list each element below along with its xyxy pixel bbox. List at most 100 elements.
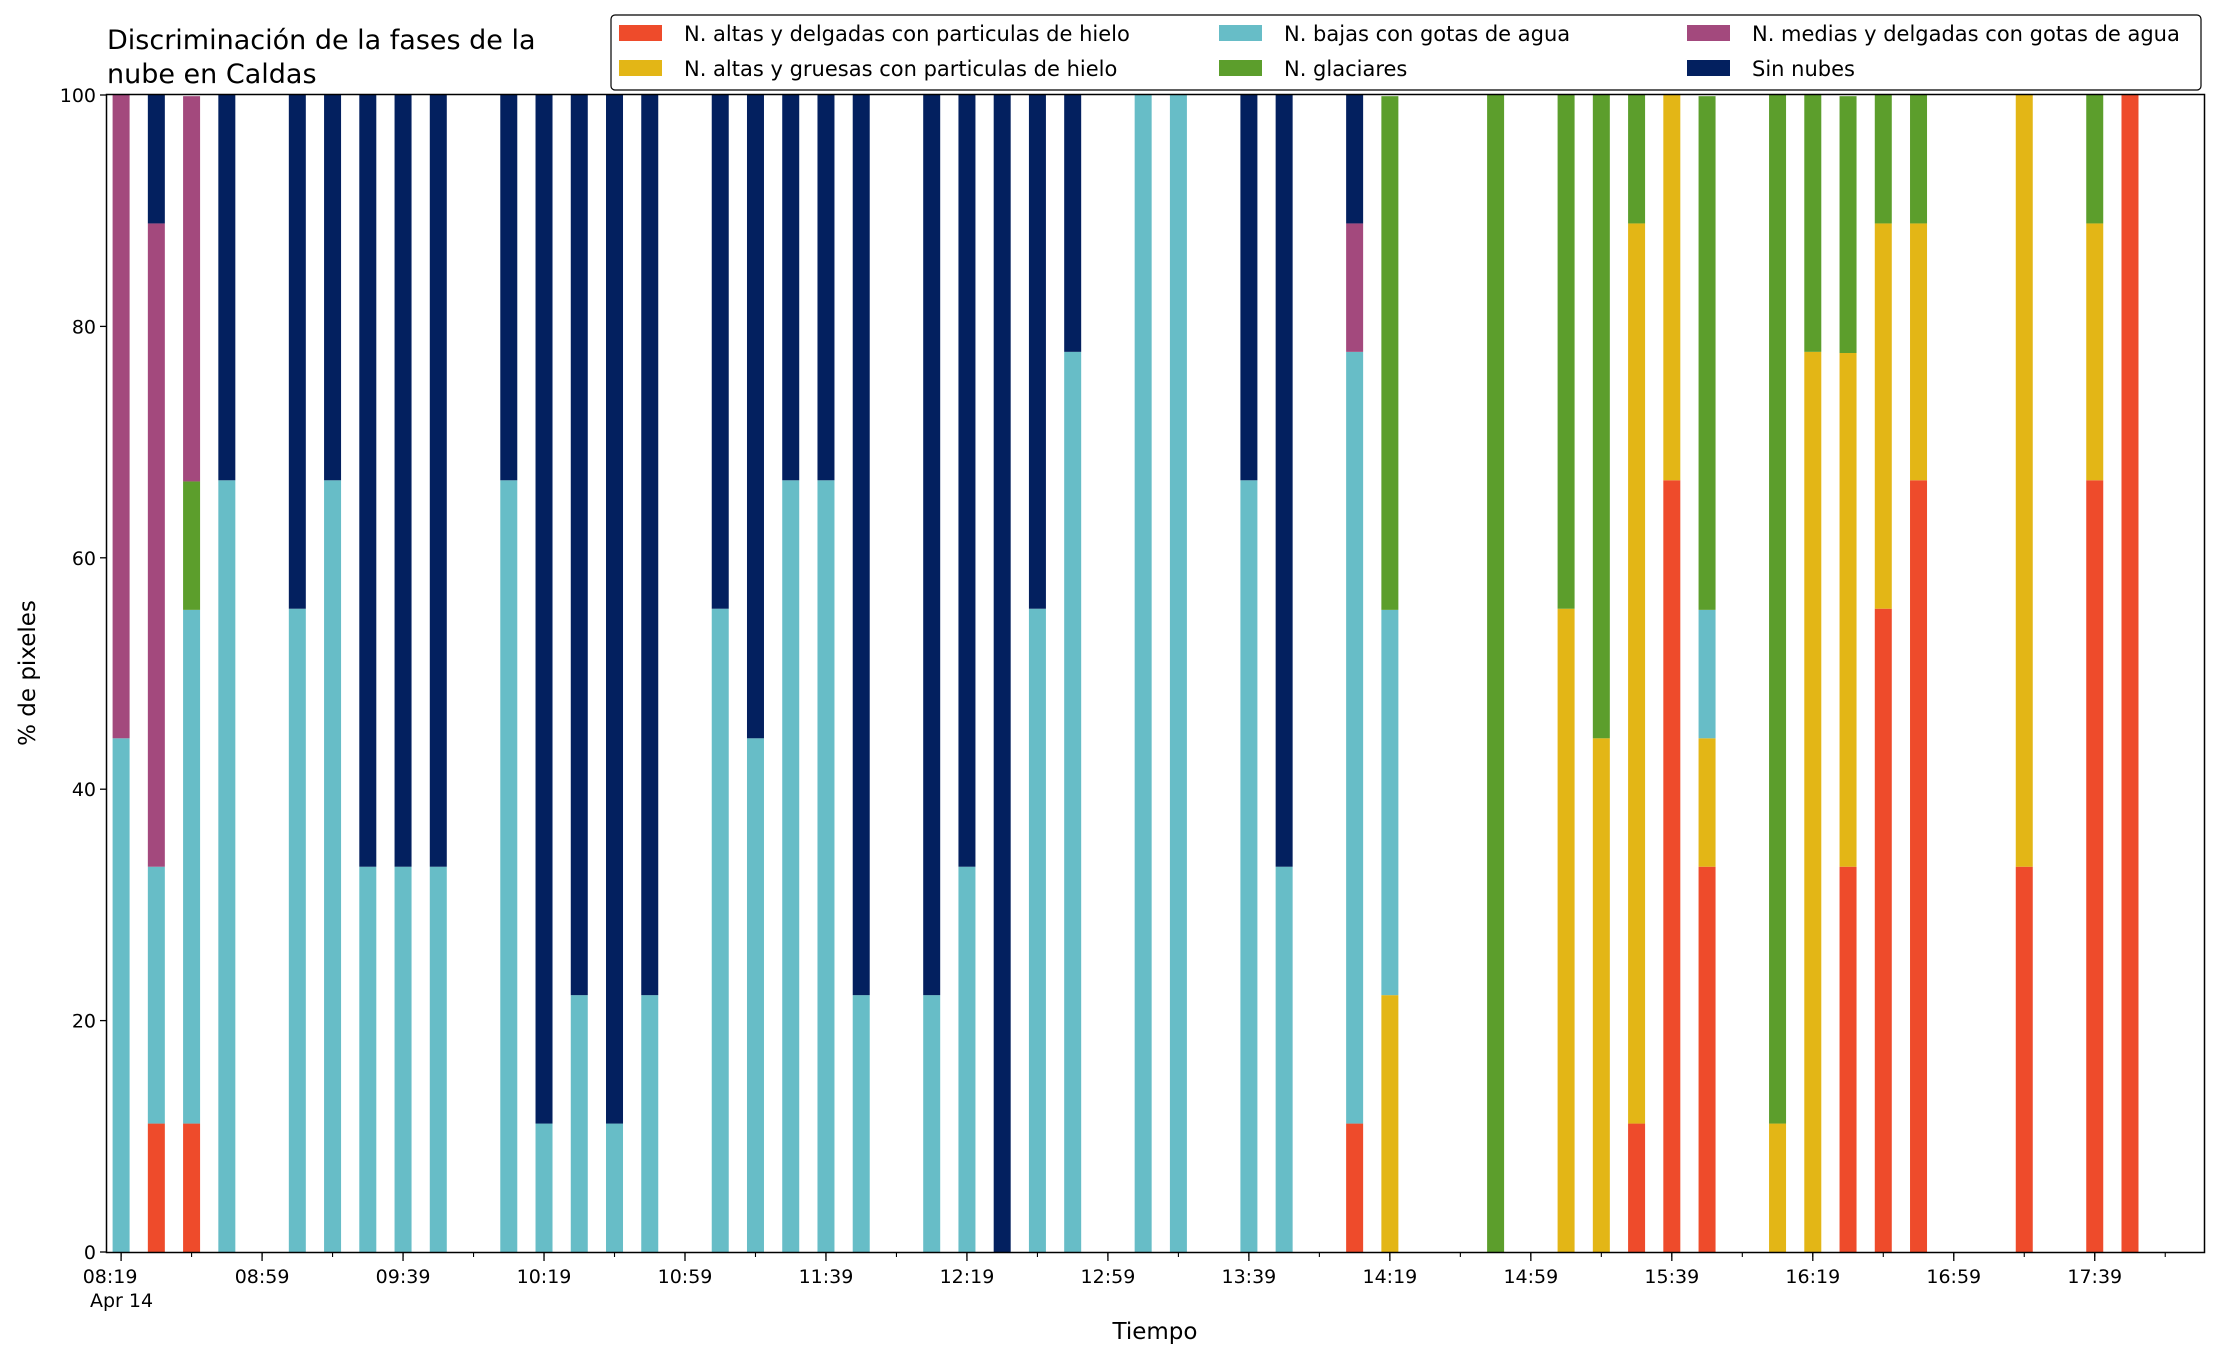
bar-segment-n-bajas-con-gotas-de-agua — [1381, 609, 1399, 996]
bar-segment-n-glaciares — [1804, 95, 1822, 352]
bar-segment-sin-nubes — [1346, 95, 1364, 224]
y-tick-label: 60 — [72, 548, 96, 570]
bar-segment-sin-nubes — [958, 95, 976, 867]
y-tick-label: 80 — [72, 316, 96, 338]
bar-segment-n-altas-y-gruesas-con-particulas-de-hielo — [1804, 351, 1822, 1253]
bar-segment-n-glaciares — [1557, 95, 1575, 609]
bar-segment-sin-nubes — [218, 95, 236, 481]
bar-segment-n-glaciares — [1487, 95, 1505, 1252]
bar-segment-n-bajas-con-gotas-de-agua — [1346, 351, 1364, 1124]
bar-segment-n-altas-y-delgadas-con-particulas-de-hielo — [1839, 866, 1857, 1252]
bar-segment-n-glaciares — [1381, 96, 1399, 610]
bar-segment-n-altas-y-gruesas-con-particulas-de-hielo — [1698, 738, 1716, 867]
x-axis-title: Tiempo — [1112, 1319, 1198, 1345]
legend-label-n-altas-y-delgadas-con-particulas-de-hielo: N. altas y delgadas con particulas de hi… — [684, 22, 1130, 46]
legend-swatch-sin-nubes — [1687, 60, 1730, 76]
legend-label-n-bajas-con-gotas-de-agua: N. bajas con gotas de agua — [1284, 22, 1570, 46]
bar-segment-sin-nubes — [746, 95, 764, 739]
y-tick-label: 100 — [60, 85, 96, 107]
legend-label-n-altas-y-gruesas-con-particulas-de-hielo: N. altas y gruesas con particulas de hie… — [684, 57, 1117, 81]
y-tick-label: 0 — [84, 1242, 96, 1264]
bar-segment-n-glaciares — [183, 481, 201, 610]
bar-segment-n-bajas-con-gotas-de-agua — [218, 480, 236, 1252]
bar-segment-sin-nubes — [923, 95, 941, 996]
bar-segment-n-glaciares — [1769, 95, 1787, 1124]
bar-segment-n-altas-y-delgadas-con-particulas-de-hielo — [1874, 608, 1892, 1252]
bar-segment-n-medias-y-delgadas-con-gotas-de-agua — [183, 96, 201, 482]
bar-segment-sin-nubes — [359, 95, 377, 867]
legend-swatch-n-glaciares — [1219, 60, 1262, 76]
bar-segment-n-bajas-con-gotas-de-agua — [324, 480, 342, 1252]
bar-segment-n-altas-y-gruesas-con-particulas-de-hielo — [1769, 1123, 1787, 1252]
legend: N. altas y delgadas con particulas de hi… — [610, 14, 2202, 91]
legend-swatch-n-altas-y-delgadas-con-particulas-de-hielo — [619, 25, 662, 41]
x-tick-label: 12:19 — [940, 1266, 995, 1288]
x-tick-label: 14:59 — [1503, 1266, 1558, 1288]
legend-frame — [610, 14, 2202, 91]
bar-segment-n-bajas-con-gotas-de-agua — [1169, 95, 1187, 1252]
bar-segment-sin-nubes — [1240, 95, 1258, 481]
x-tick-label: 16:19 — [1785, 1266, 1840, 1288]
bar-segment-n-altas-y-delgadas-con-particulas-de-hielo — [183, 1123, 201, 1252]
bar-segment-sin-nubes — [147, 95, 165, 224]
bar-segment-n-bajas-con-gotas-de-agua — [1134, 95, 1152, 1252]
legend-label-n-glaciares: N. glaciares — [1284, 57, 1407, 81]
bar-segment-n-glaciares — [1910, 95, 1928, 224]
bar-segment-sin-nubes — [993, 95, 1011, 1252]
bar-segment-n-altas-y-delgadas-con-particulas-de-hielo — [1628, 1123, 1646, 1252]
x-tick-label: 15:39 — [1644, 1266, 1699, 1288]
bar-segment-sin-nubes — [606, 95, 624, 1124]
bar-segment-sin-nubes — [429, 95, 447, 867]
bar-segment-sin-nubes — [1275, 95, 1293, 867]
bar-segment-n-altas-y-gruesas-con-particulas-de-hielo — [1628, 223, 1646, 1124]
bar-segment-n-glaciares — [2086, 95, 2104, 224]
bar-segment-n-bajas-con-gotas-de-agua — [359, 866, 377, 1252]
x-tick-label: 10:19 — [517, 1266, 572, 1288]
x-tick-label: 08:19 — [83, 1266, 138, 1288]
plot-frame — [105, 93, 2206, 1254]
bar-segment-sin-nubes — [782, 95, 800, 481]
bar-segment-sin-nubes — [711, 95, 729, 609]
bar-segment-n-altas-y-delgadas-con-particulas-de-hielo — [1346, 1123, 1364, 1252]
bar-segment-n-bajas-con-gotas-de-agua — [183, 609, 201, 1124]
bar-segment-n-altas-y-gruesas-con-particulas-de-hielo — [2015, 95, 2033, 867]
x-tick-label: 09:39 — [376, 1266, 431, 1288]
x-tick-label: 14:19 — [1362, 1266, 1417, 1288]
legend-swatch-n-altas-y-gruesas-con-particulas-de-hielo — [619, 60, 662, 76]
bar-segment-n-bajas-con-gotas-de-agua — [535, 1123, 553, 1252]
x-tick-label: 11:39 — [799, 1266, 854, 1288]
bar-segment-n-altas-y-gruesas-con-particulas-de-hielo — [1557, 608, 1575, 1252]
bar-segment-n-bajas-con-gotas-de-agua — [817, 480, 835, 1252]
bar-segment-n-bajas-con-gotas-de-agua — [711, 608, 729, 1252]
y-tick-label: 20 — [72, 1011, 96, 1033]
bar-segment-n-bajas-con-gotas-de-agua — [782, 480, 800, 1252]
bar-segment-n-altas-y-delgadas-con-particulas-de-hielo — [1698, 866, 1716, 1252]
bar-segment-n-bajas-con-gotas-de-agua — [606, 1123, 624, 1252]
bar-segment-n-altas-y-delgadas-con-particulas-de-hielo — [1663, 480, 1681, 1252]
bars-layer — [112, 95, 2139, 1253]
x-tick-label: 10:59 — [658, 1266, 713, 1288]
bar-segment-n-altas-y-delgadas-con-particulas-de-hielo — [2015, 866, 2033, 1252]
bar-segment-n-altas-y-gruesas-con-particulas-de-hielo — [1381, 995, 1399, 1252]
bar-segment-n-altas-y-delgadas-con-particulas-de-hielo — [2121, 95, 2139, 1252]
bar-segment-n-altas-y-gruesas-con-particulas-de-hielo — [1839, 353, 1857, 867]
bar-segment-n-bajas-con-gotas-de-agua — [1698, 609, 1716, 739]
y-axis-title: % de pixeles — [15, 600, 41, 746]
chart-title-line-1: Discriminación de la fases de la — [107, 25, 536, 56]
bar-segment-n-bajas-con-gotas-de-agua — [852, 995, 870, 1252]
x-tick-label: 12:59 — [1081, 1266, 1136, 1288]
bar-segment-n-bajas-con-gotas-de-agua — [958, 866, 976, 1252]
bar-segment-sin-nubes — [1064, 95, 1082, 352]
bar-segment-sin-nubes — [852, 95, 870, 996]
bar-segment-n-altas-y-delgadas-con-particulas-de-hielo — [1910, 480, 1928, 1252]
bar-segment-n-glaciares — [1628, 95, 1646, 224]
legend-label-sin-nubes: Sin nubes — [1752, 57, 1855, 81]
bar-segment-sin-nubes — [394, 95, 412, 867]
bar-segment-sin-nubes — [500, 95, 518, 481]
legend-swatch-n-medias-y-delgadas-con-gotas-de-agua — [1687, 25, 1730, 41]
bar-segment-n-bajas-con-gotas-de-agua — [746, 738, 764, 1252]
bar-segment-n-glaciares — [1698, 96, 1716, 610]
